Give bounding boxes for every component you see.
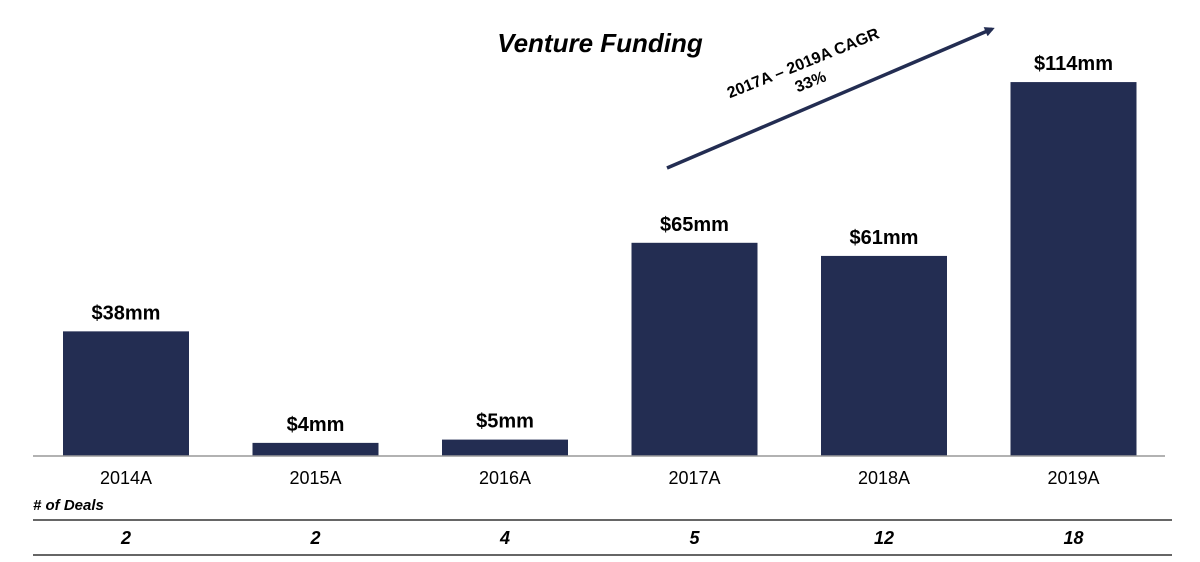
bar-value-label: $65mm bbox=[660, 214, 729, 236]
bars-layer: $38mm 2014A $4mm 2015A $5mm 2016A $65mm 2017A $6… bbox=[63, 53, 1137, 488]
bar-2018A bbox=[821, 255, 947, 456]
bar-2016A bbox=[442, 439, 568, 456]
bar-value-label: $38mm bbox=[92, 302, 161, 324]
bar-2017A bbox=[631, 242, 758, 456]
x-tick-label: 2016A bbox=[479, 468, 531, 488]
cagr-arrow bbox=[666, 27, 995, 170]
deal-count: 4 bbox=[499, 528, 510, 548]
x-tick-label: 2015A bbox=[289, 468, 341, 488]
deal-count: 5 bbox=[689, 528, 700, 548]
x-tick-label: 2014A bbox=[100, 468, 152, 488]
bar-value-label: $5mm bbox=[476, 411, 534, 433]
bar-value-label: $4mm bbox=[287, 414, 345, 436]
bar-value-label: $61mm bbox=[850, 227, 919, 249]
bar-2014A bbox=[63, 331, 189, 456]
bar-2015A bbox=[252, 442, 379, 456]
deal-count: 2 bbox=[120, 528, 131, 548]
deals-header: # of Deals bbox=[33, 497, 104, 514]
chart-title: Venture Funding bbox=[497, 28, 703, 58]
x-tick-label: 2018A bbox=[858, 468, 910, 488]
deal-count: 18 bbox=[1063, 528, 1083, 548]
x-tick-label: 2017A bbox=[668, 468, 720, 488]
deal-count: 2 bbox=[309, 528, 320, 548]
bar-value-label: $114mm bbox=[1034, 53, 1113, 75]
deals-row: 2 2 4 5 12 18 bbox=[120, 528, 1084, 548]
bar-2019A bbox=[1010, 82, 1137, 456]
x-tick-label: 2019A bbox=[1047, 468, 1099, 488]
deal-count: 12 bbox=[874, 528, 894, 548]
